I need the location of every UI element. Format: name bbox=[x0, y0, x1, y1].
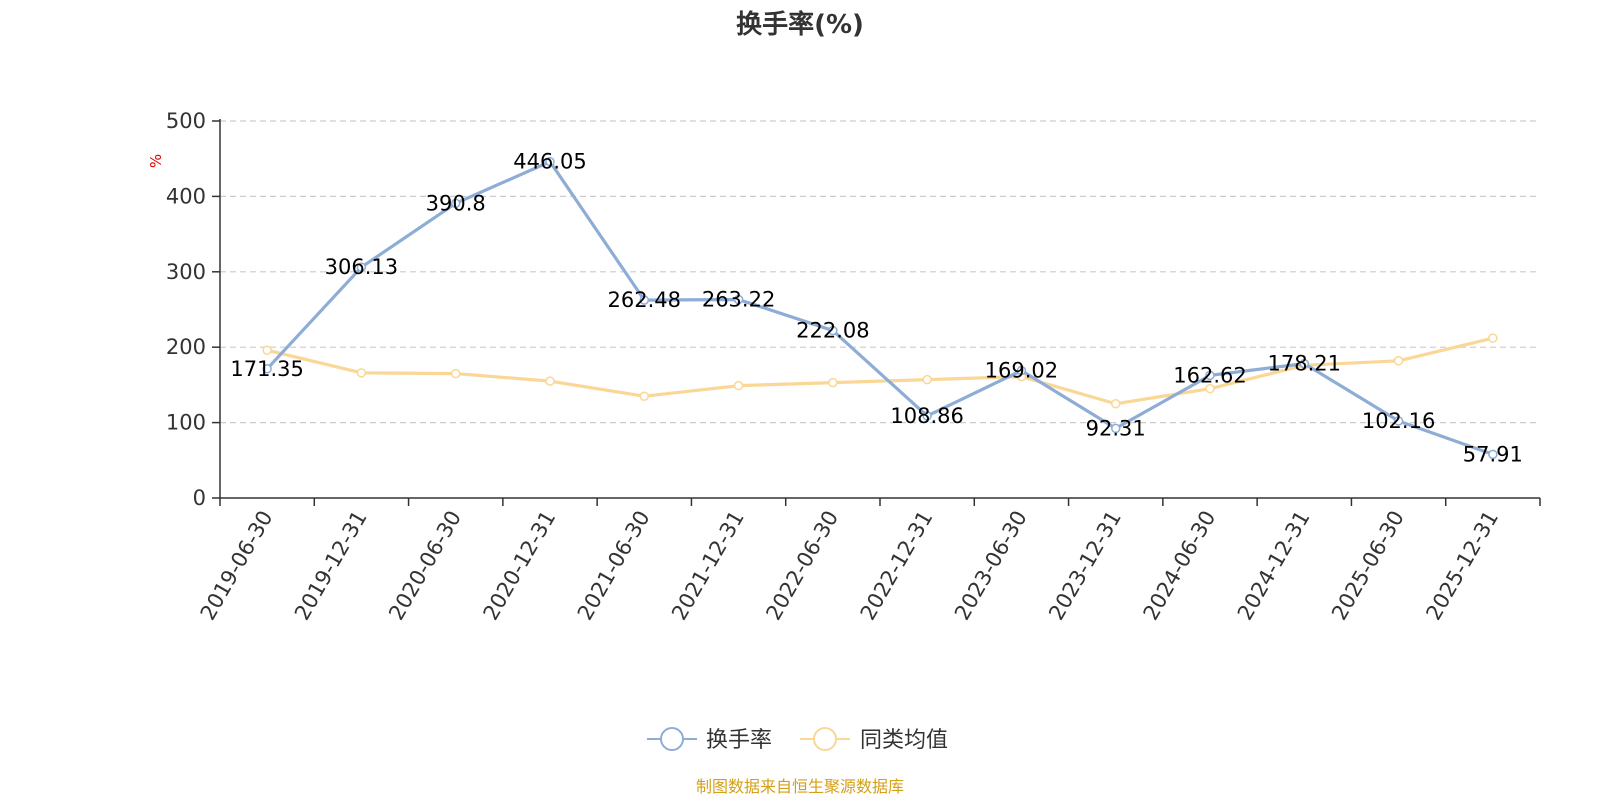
x-tick-label-2021-06-30: 2021-06-30 bbox=[573, 507, 655, 625]
data-source-note: 制图数据来自恒生聚源数据库 bbox=[696, 777, 904, 796]
data-label-turnover-1: 306.13 bbox=[325, 255, 398, 279]
x-tick-label-2022-06-30: 2022-06-30 bbox=[761, 507, 843, 625]
point-peer-average-7 bbox=[922, 374, 932, 385]
y-tick-label-300: 300 bbox=[166, 260, 206, 284]
data-label-turnover-4: 262.48 bbox=[608, 288, 681, 312]
point-turnover-7 bbox=[922, 411, 932, 421]
x-tick-label-2022-12-31: 2022-12-31 bbox=[856, 506, 938, 624]
point-peer-average-12 bbox=[1393, 356, 1404, 366]
point-turnover-5 bbox=[733, 294, 744, 305]
point-peer-average-2 bbox=[450, 368, 461, 379]
point-peer-average-6 bbox=[828, 377, 838, 388]
x-tick-label-2019-12-31: 2019-12-31 bbox=[290, 507, 372, 625]
x-tick-label-2023-06-30: 2023-06-30 bbox=[950, 507, 1032, 625]
x-tick-label-2020-06-30: 2020-06-30 bbox=[384, 507, 466, 625]
x-tick-label-2024-12-31: 2024-12-31 bbox=[1233, 507, 1315, 625]
data-label-turnover-11: 178.21 bbox=[1268, 352, 1341, 376]
point-peer-average-5 bbox=[733, 380, 744, 391]
point-peer-average-4 bbox=[639, 391, 650, 401]
data-label-turnover-13: 57.91 bbox=[1463, 442, 1523, 466]
data-label-turnover-0: 171.35 bbox=[230, 357, 303, 381]
data-label-turnover-3: 446.05 bbox=[513, 150, 586, 174]
point-peer-average-3 bbox=[545, 376, 555, 386]
point-turnover-12 bbox=[1393, 416, 1404, 426]
point-peer-average-13 bbox=[1488, 333, 1498, 343]
data-label-turnover-7: 108.86 bbox=[890, 404, 963, 428]
y-tick-label-200: 200 bbox=[166, 335, 206, 359]
data-label-turnover-10: 162.62 bbox=[1173, 363, 1246, 387]
data-labels: 171.35 306.13 390.8 446.05 262.48 263.22 222.0… bbox=[230, 150, 1523, 467]
point-turnover-4 bbox=[639, 295, 650, 305]
point-turnover-3 bbox=[545, 156, 555, 167]
grid-lines bbox=[220, 120, 1540, 424]
data-label-turnover-9: 92.31 bbox=[1086, 416, 1146, 440]
y-tick-label-500: 500 bbox=[166, 109, 206, 133]
data-label-turnover-8: 169.02 bbox=[985, 359, 1058, 383]
point-peer-average-1 bbox=[356, 368, 367, 378]
series-layer bbox=[262, 156, 1498, 460]
legend: 换手率 同类均值 bbox=[647, 727, 948, 753]
point-turnover-13 bbox=[1488, 449, 1498, 460]
x-tick-label-2021-12-31: 2021-12-31 bbox=[667, 507, 749, 625]
legend-item-peer-average[interactable]: 同类均值 bbox=[800, 727, 948, 753]
legend-item-turnover[interactable]: 换手率 bbox=[647, 727, 772, 753]
data-label-turnover-5: 263.22 bbox=[702, 288, 775, 312]
chart-title: 换手率(%) bbox=[736, 9, 864, 40]
data-label-turnover-6: 222.08 bbox=[796, 319, 869, 343]
point-turnover-0 bbox=[262, 364, 272, 374]
point-turnover-9 bbox=[1110, 423, 1121, 434]
x-tick-label-2025-12-31: 2025-12-31 bbox=[1421, 507, 1503, 625]
y-axis-unit-label: % bbox=[147, 154, 165, 168]
point-peer-average-9 bbox=[1110, 399, 1121, 409]
series-line-turnover bbox=[265, 160, 1494, 456]
x-tick-label-2023-12-31: 2023-12-31 bbox=[1044, 507, 1126, 625]
point-turnover-6 bbox=[828, 325, 838, 336]
point-turnover-11 bbox=[1299, 358, 1310, 369]
point-turnover-2 bbox=[450, 198, 461, 209]
x-tick-label-2025-06-30: 2025-06-30 bbox=[1327, 507, 1409, 625]
y-tick-label-0: 0 bbox=[193, 486, 206, 510]
point-turnover-1 bbox=[356, 262, 367, 272]
point-peer-average-10 bbox=[1205, 383, 1215, 394]
legend-label-peer-average: 同类均值 bbox=[860, 728, 948, 753]
x-tick-label-2019-06-30: 2019-06-30 bbox=[196, 507, 278, 625]
series-line-peer-average bbox=[266, 336, 1494, 406]
data-label-turnover-2: 390.8 bbox=[426, 191, 486, 215]
data-label-turnover-12: 102.16 bbox=[1362, 409, 1435, 433]
point-turnover-8 bbox=[1016, 365, 1027, 376]
legend-label-turnover: 换手率 bbox=[706, 728, 772, 753]
point-turnover-10 bbox=[1205, 370, 1215, 381]
x-tick-label-2020-12-31: 2020-12-31 bbox=[479, 507, 561, 625]
point-peer-average-0 bbox=[262, 345, 272, 355]
y-tick-label-400: 400 bbox=[166, 184, 206, 208]
x-tick-label-2024-06-30: 2024-06-30 bbox=[1139, 507, 1221, 625]
y-tick-label-100: 100 bbox=[166, 411, 206, 435]
